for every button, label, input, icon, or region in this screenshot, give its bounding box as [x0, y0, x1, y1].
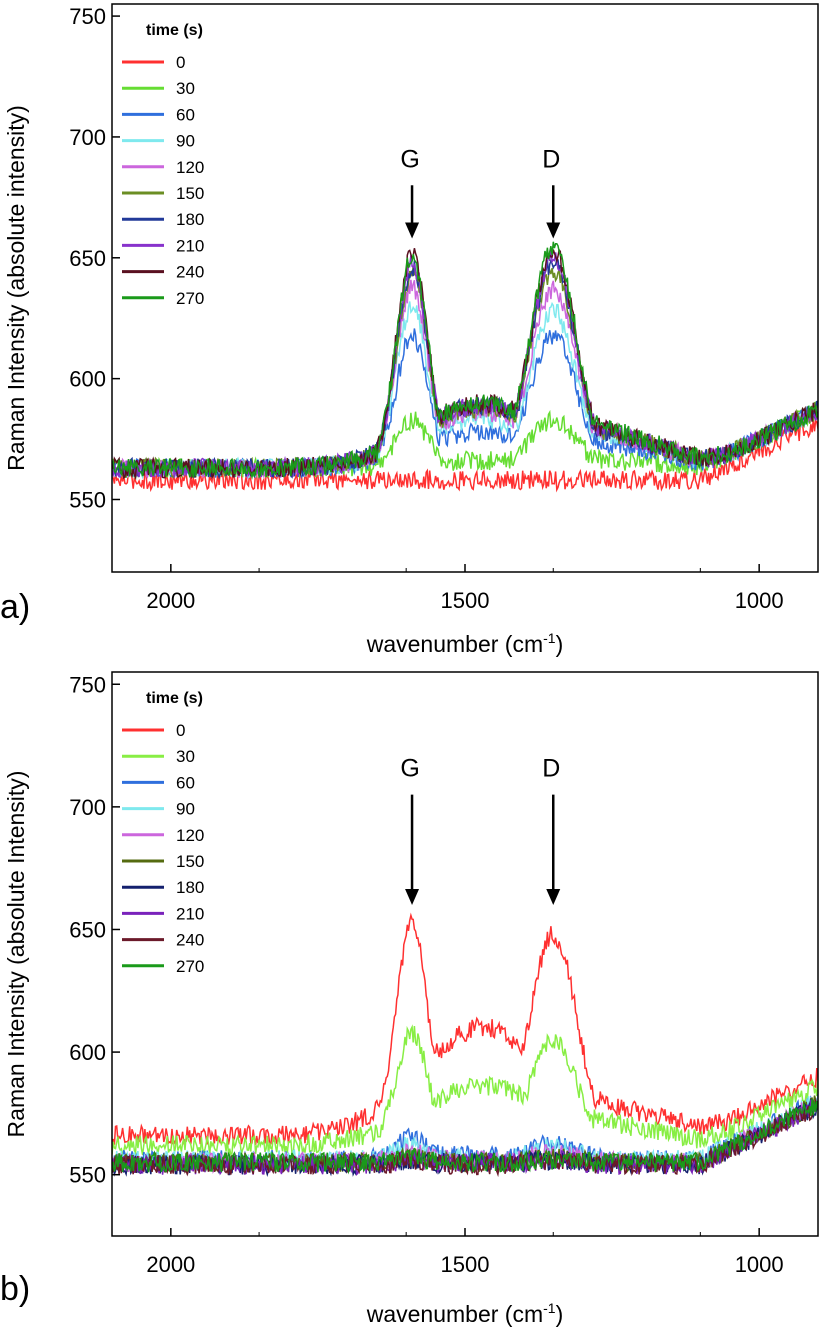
- series-line-180: [112, 257, 818, 480]
- y-tick-label: 750: [69, 4, 106, 29]
- x-axis-title-close: ): [556, 631, 564, 657]
- x-axis-title-sup: -1: [543, 630, 556, 646]
- series-line-210: [112, 250, 818, 480]
- legend-title: time (s): [146, 690, 203, 707]
- series-traces: [112, 241, 818, 493]
- x-tick-label: 1500: [441, 1252, 490, 1277]
- series-line-180: [112, 1097, 818, 1178]
- peak-label-D: D: [542, 755, 560, 783]
- y-axis-title: Raman Intensity (absolute Intensity): [3, 771, 29, 1138]
- legend-label: 240: [176, 931, 204, 950]
- y-tick-label: 600: [69, 367, 106, 392]
- legend-label: 180: [176, 878, 204, 897]
- legend-label: 60: [176, 105, 195, 124]
- peak-label-G: G: [400, 755, 419, 783]
- y-tick-label: 750: [69, 672, 106, 697]
- series-traces: [112, 912, 818, 1178]
- series-line-150: [112, 265, 818, 479]
- legend-label: 120: [176, 826, 204, 845]
- x-tick-label: 2000: [146, 1252, 195, 1277]
- legend-label: 30: [176, 79, 195, 98]
- x-axis-title-close: ): [556, 1301, 564, 1327]
- y-tick-label: 600: [69, 1040, 106, 1065]
- legend-label: 90: [176, 800, 195, 819]
- x-tick-label: 1000: [735, 1252, 784, 1277]
- legend-label: 120: [176, 158, 204, 177]
- series-line-270: [112, 241, 818, 480]
- y-tick-label: 700: [69, 795, 106, 820]
- legend-label: 0: [176, 53, 185, 72]
- legend-label: 0: [176, 721, 185, 740]
- y-tick-label: 700: [69, 125, 106, 150]
- y-tick-label: 650: [69, 246, 106, 271]
- series-line-240: [112, 248, 818, 481]
- peak-label-G: G: [400, 145, 419, 173]
- legend-label: 30: [176, 747, 195, 766]
- legend-label: 60: [176, 773, 195, 792]
- panel-label: b): [0, 1270, 30, 1308]
- legend-label: 90: [176, 132, 195, 151]
- legend-label: 270: [176, 957, 204, 976]
- y-tick-label: 650: [69, 917, 106, 942]
- series-line-0: [112, 418, 818, 493]
- x-axis-title-main: wavenumber (cm: [366, 631, 543, 657]
- y-tick-label: 550: [69, 1163, 106, 1188]
- x-tick-label: 1000: [735, 588, 784, 613]
- legend-label: 180: [176, 210, 204, 229]
- legend-label: 210: [176, 236, 204, 255]
- legend: time (s) 0 30 60 90 120 150 180 210 240 270: [122, 690, 204, 976]
- y-axis-title: Raman Intensity (absolute intensity): [3, 105, 29, 471]
- series-line-0: [112, 912, 818, 1147]
- plot-frame: [111, 3, 819, 573]
- peak-arrow-head: [546, 888, 561, 905]
- peak-arrow-head: [405, 222, 420, 239]
- legend-label: 270: [176, 289, 204, 308]
- y-tick-label: 550: [69, 487, 106, 512]
- legend-title: time (s): [146, 22, 203, 39]
- x-axis-title-sup: -1: [543, 1300, 556, 1316]
- legend-label: 210: [176, 904, 204, 923]
- x-tick-label: 1500: [441, 588, 490, 613]
- legend: time (s) 0 30 60 90 120 150 180 210 240 270: [122, 22, 204, 308]
- peak-label-D: D: [542, 145, 560, 173]
- legend-label: 150: [176, 852, 204, 871]
- legend-label: 150: [176, 184, 204, 203]
- x-axis-title-main: wavenumber (cm: [366, 1301, 543, 1327]
- series-line-120: [112, 279, 818, 481]
- panel-label: a): [0, 588, 30, 626]
- series-line-30: [112, 1024, 818, 1156]
- peak-arrow-head: [405, 888, 420, 905]
- series-line-270: [112, 1098, 818, 1175]
- legend-label: 240: [176, 263, 204, 282]
- peak-arrow-head: [546, 222, 561, 239]
- x-axis-title: wavenumber (cm-1): [366, 1300, 564, 1327]
- x-tick-label: 2000: [146, 588, 195, 613]
- x-axis-title: wavenumber (cm-1): [366, 630, 564, 657]
